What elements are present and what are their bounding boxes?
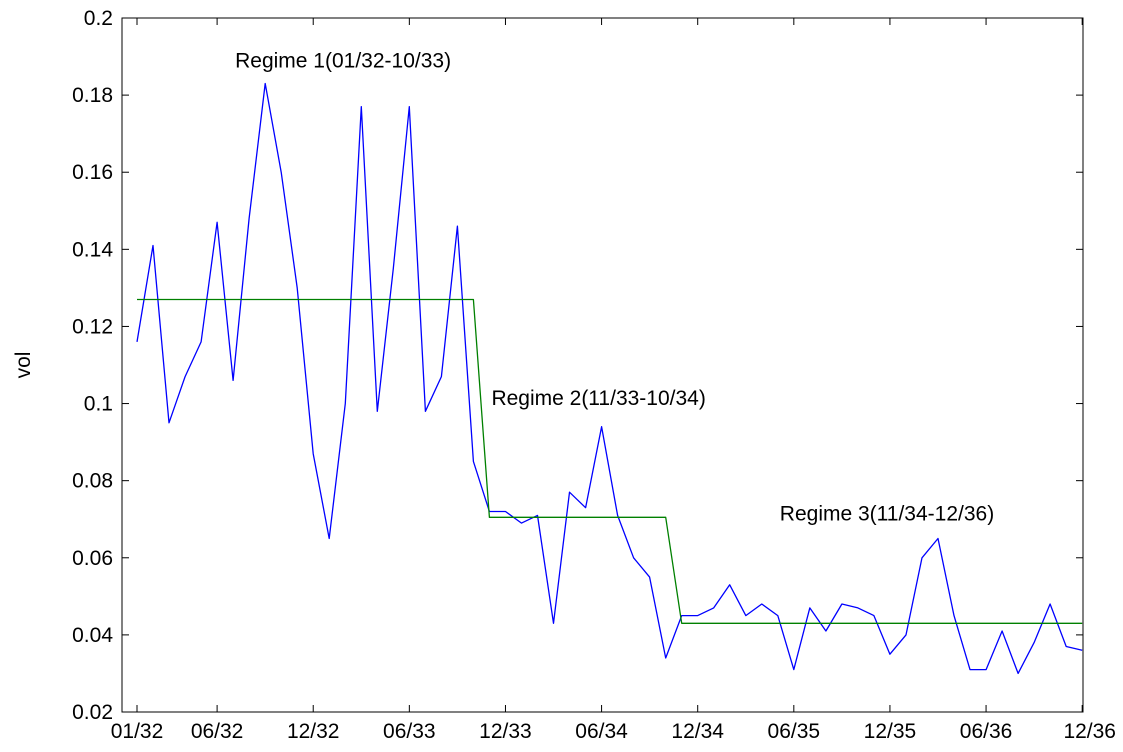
x-tick-label: 06/36 (960, 720, 1013, 743)
y-tick-label: 0.06 (72, 547, 113, 570)
y-axis-label: vol (12, 352, 35, 379)
x-tick-label: 12/35 (864, 720, 917, 743)
series-line-vol (136, 82, 1083, 675)
regime-annotation-2: Regime 2(11/33-10/34) (491, 387, 705, 410)
y-tick-label: 0.14 (72, 238, 113, 261)
x-tick-label: 12/32 (287, 720, 340, 743)
y-tick-label: 0.2 (84, 7, 113, 30)
x-tick-label: 12/33 (479, 720, 532, 743)
x-tick-label: 06/32 (191, 720, 244, 743)
x-tick-label: 12/36 (1063, 720, 1116, 743)
series-layer (136, 82, 1083, 675)
tick-marks (122, 17, 1083, 713)
y-tick-label: 0.04 (72, 624, 113, 647)
x-tick-label: 06/33 (383, 720, 436, 743)
y-tick-label: 0.18 (72, 84, 113, 107)
series-line-regime-mean (137, 298, 1083, 624)
plot-area (121, 17, 1084, 713)
y-tick-label: 0.1 (84, 393, 113, 416)
x-tick-label: 06/35 (768, 720, 821, 743)
annotation-layer: Regime 1(01/32-10/33) Regime 2(11/33-10/3… (235, 49, 994, 525)
y-tick-label: 0.12 (72, 315, 113, 338)
y-tick-label: 0.08 (72, 470, 113, 493)
regime-annotation-3: Regime 3(11/34-12/36) (780, 502, 994, 525)
x-tick-label: 06/34 (575, 720, 628, 743)
y-tick-label: 0.02 (72, 701, 113, 724)
y-tick-label: 0.16 (72, 161, 113, 184)
regime-annotation-1: Regime 1(01/32-10/33) (235, 49, 451, 72)
x-tick-label: 12/34 (671, 720, 724, 743)
y-tick-labels: 0.02 0.04 0.06 0.08 0.1 0.12 0.14 0.16 0.18 0.2 (72, 7, 113, 724)
x-tick-label: 01/32 (111, 720, 164, 743)
x-tick-labels: 01/32 06/32 12/32 06/33 12/33 06/34 12/34 06/35… (111, 720, 1116, 743)
